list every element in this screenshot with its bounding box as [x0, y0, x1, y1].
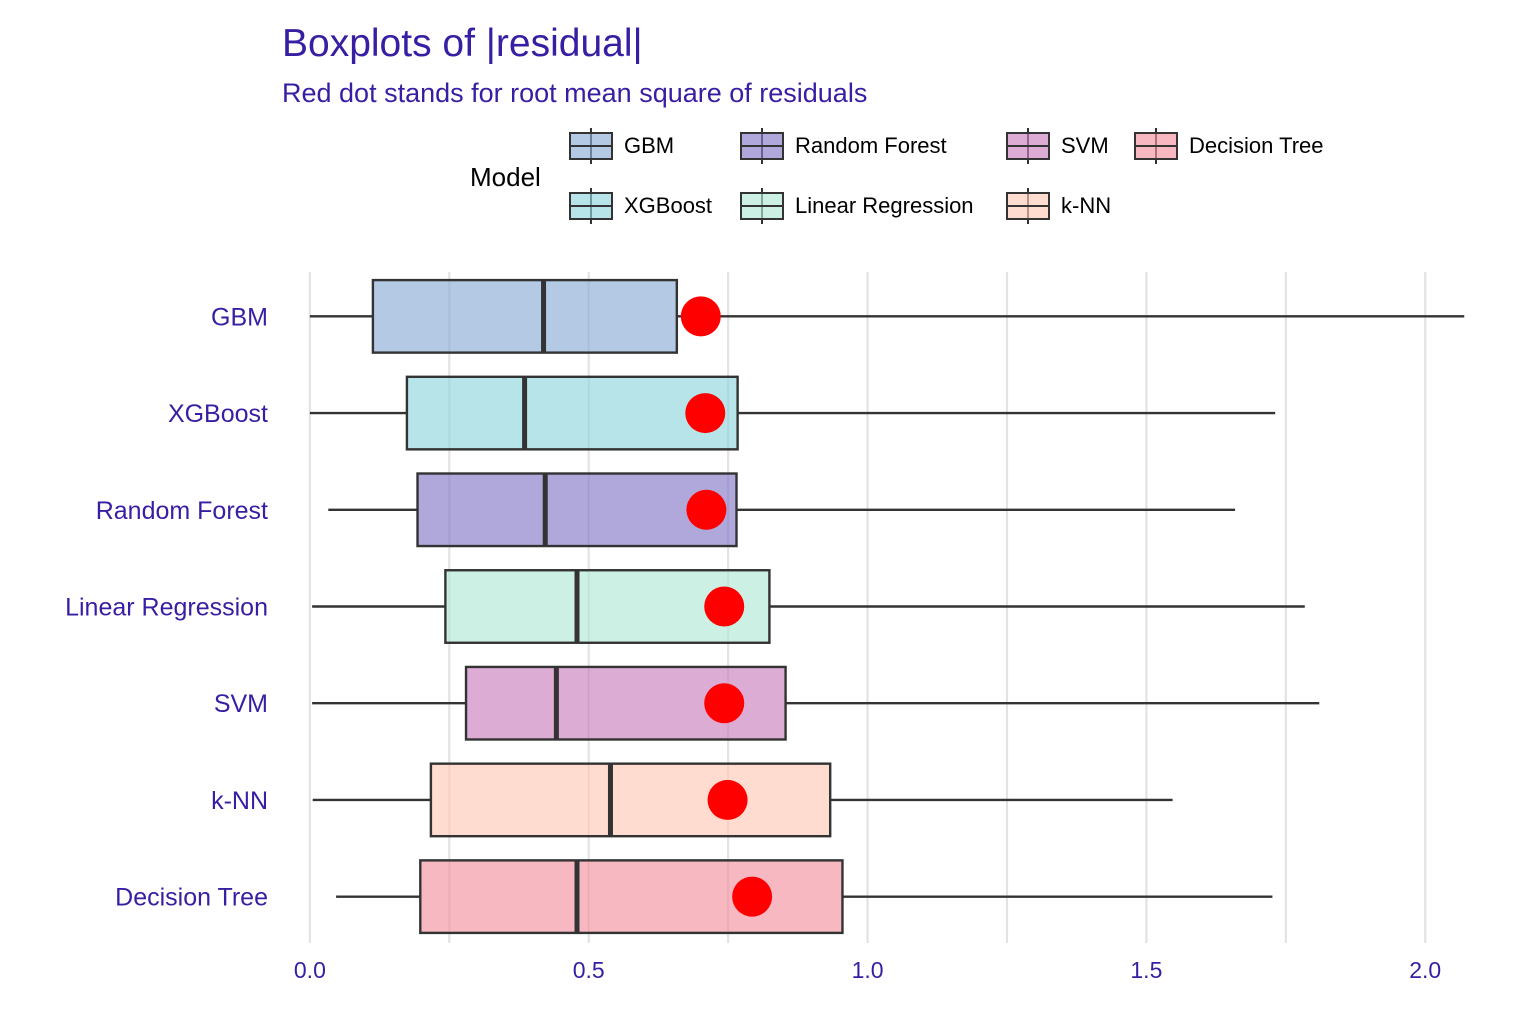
box-iqr [405, 375, 739, 451]
box-iqr [419, 859, 844, 935]
legend-key [1134, 128, 1178, 164]
rmse-dot [704, 683, 745, 724]
boxplot-k-nn [312, 762, 1173, 838]
legend-label: Decision Tree [1189, 133, 1324, 158]
chart-subtitle: Red dot stands for root mean square of r… [282, 78, 868, 108]
legend-label: Random Forest [795, 133, 947, 158]
chart-title: Boxplots of |residual| [282, 22, 643, 65]
legend-item-linear-regression: Linear Regression [739, 188, 974, 224]
legend-item-svm: SVM [1005, 128, 1109, 164]
y-axis-label: SVM [214, 690, 268, 718]
x-tick-label: 1.0 [852, 957, 884, 983]
legend-key [740, 188, 784, 224]
y-axis-label: XGBoost [168, 400, 268, 428]
y-axis-label: GBM [211, 303, 268, 331]
rmse-dot [707, 779, 748, 820]
rmse-dot [680, 296, 721, 337]
y-axis-label: Linear Regression [65, 594, 268, 622]
legend-key [740, 128, 784, 164]
y-axis-label: Random Forest [96, 497, 268, 525]
rmse-dot [686, 489, 727, 530]
legend-title: Model [470, 162, 541, 192]
boxplot-linear-regression [312, 569, 1305, 644]
legend-key [1006, 128, 1050, 164]
x-tick-label: 0.5 [573, 957, 605, 983]
legend-item-gbm: GBM [568, 128, 674, 164]
boxplots [309, 278, 1465, 935]
boxplot-xgboost [309, 375, 1276, 451]
legend-label: XGBoost [624, 193, 713, 218]
boxplot-svm [312, 665, 1320, 741]
legend-label: Linear Regression [795, 193, 974, 218]
boxplot-gbm [309, 278, 1465, 354]
boxplot-random-forest [328, 472, 1236, 548]
y-axis-label: k-NN [211, 787, 268, 815]
legend-key [1006, 188, 1050, 224]
legend-label: GBM [624, 133, 675, 158]
legend-label: SVM [1061, 133, 1109, 158]
boxplot-decision-tree [336, 859, 1273, 935]
rmse-dot [685, 393, 726, 434]
x-tick-label: 2.0 [1409, 957, 1441, 983]
x-tick-label: 0.0 [294, 957, 326, 983]
box-iqr [416, 472, 738, 548]
rmse-dot [732, 876, 773, 917]
legend-key [569, 128, 613, 164]
rmse-dot [704, 586, 745, 627]
x-tick-label: 1.5 [1130, 957, 1162, 983]
legend-item-random-forest: Random Forest [739, 128, 947, 164]
y-axis-label: Decision Tree [115, 884, 268, 912]
y-axis-labels: GBM XGBoost Random Forest Linear Regression… [65, 303, 268, 911]
legend-item-knn: k-NN [1005, 188, 1111, 224]
box-iqr [429, 762, 832, 838]
box-iqr [371, 278, 679, 354]
legend-item-xgboost: XGBoost [568, 188, 712, 224]
x-axis-tick-labels: 0.0 0.5 1.0 1.5 2.0 [294, 957, 1441, 983]
legend-key [569, 188, 613, 224]
legend-item-decision-tree: Decision Tree [1133, 128, 1324, 164]
legend-label: k-NN [1061, 193, 1112, 218]
